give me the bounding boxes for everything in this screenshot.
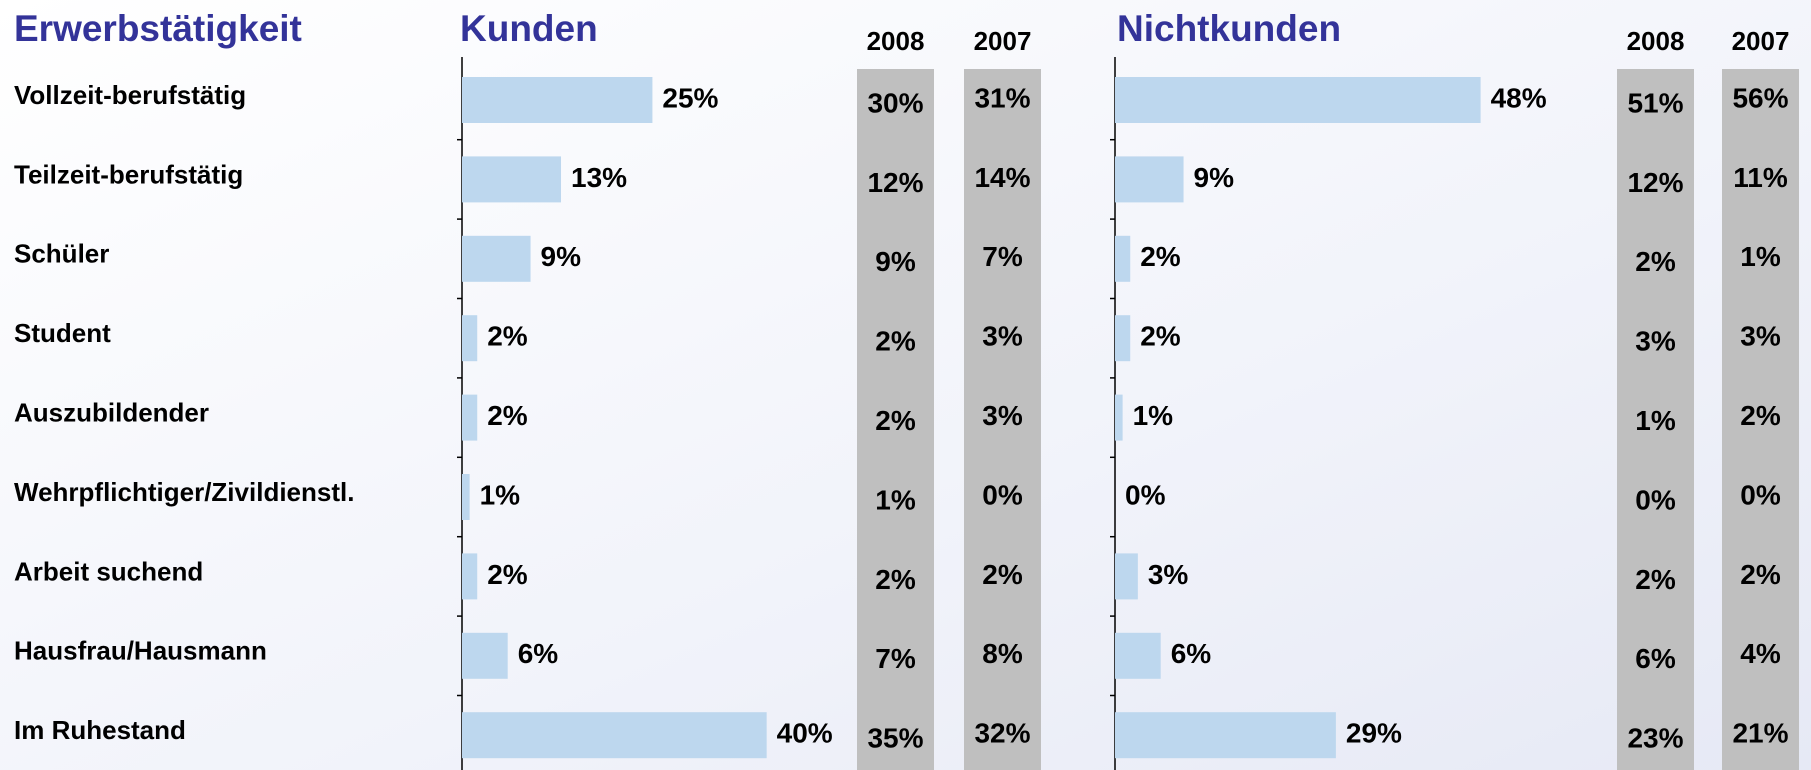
chart-title: Kunden [460, 8, 598, 49]
bar [1115, 553, 1138, 600]
row-label: Arbeit suchend [14, 556, 203, 586]
comparison-cell: 23% [1627, 723, 1683, 754]
comparison-column [1722, 69, 1799, 770]
comparison-cell: 51% [1627, 87, 1683, 118]
comparison-column [857, 69, 934, 770]
comparison-cell: 3% [982, 400, 1023, 431]
bar [462, 77, 653, 123]
bar [462, 712, 767, 759]
row-label: Teilzeit-berufstätig [14, 159, 243, 189]
row-label: Wehrpflichtiger/Zivildienstl. [14, 477, 354, 507]
comparison-cell: 3% [982, 321, 1023, 352]
row-label: Auszubildender [14, 397, 209, 427]
comparison-cell: 3% [1740, 321, 1781, 352]
row-label: Schüler [14, 239, 109, 269]
data-label: 2% [487, 559, 528, 590]
comparison-cell: 2% [875, 405, 916, 436]
comparison-cell: 12% [1627, 167, 1683, 198]
comparison-cell: 2% [875, 326, 916, 357]
comparison-cell: 1% [1635, 405, 1676, 436]
comparison-cell: 32% [974, 718, 1030, 749]
data-label: 3% [1148, 559, 1189, 590]
bar [462, 632, 508, 679]
data-label: 25% [662, 82, 718, 113]
comparison-cell: 35% [867, 723, 923, 754]
data-label: 1% [480, 479, 521, 510]
bar [1115, 156, 1184, 203]
comparison-cell: 7% [982, 241, 1023, 272]
comparison-cell: 0% [1635, 484, 1676, 515]
comparison-cell: 2% [1740, 559, 1781, 590]
comparison-column [964, 69, 1041, 770]
data-label: 0% [1125, 479, 1166, 510]
comparison-cell: 3% [1635, 326, 1676, 357]
comparison-header: 2008 [1627, 26, 1685, 56]
bar [1115, 77, 1481, 123]
bar [462, 474, 470, 520]
comparison-cell: 7% [875, 643, 916, 674]
comparison-cell: 56% [1732, 82, 1788, 113]
data-label: 6% [1171, 638, 1212, 669]
bar [462, 156, 562, 203]
data-label: 9% [541, 241, 582, 272]
comparison-cell: 4% [1740, 638, 1781, 669]
row-header: Erwerbstätigkeit [14, 8, 302, 49]
comparison-cell: 2% [1740, 400, 1781, 431]
bar [1115, 632, 1161, 679]
comparison-cell: 31% [974, 82, 1030, 113]
comparison-header: 2007 [974, 26, 1032, 56]
comparison-cell: 0% [982, 479, 1023, 510]
comparison-cell: 6% [1635, 643, 1676, 674]
comparison-cell: 8% [982, 638, 1023, 669]
comparison-cell: 2% [1635, 246, 1676, 277]
chart-title: Nichtkunden [1117, 8, 1341, 49]
bar [462, 553, 478, 600]
comparison-column [1617, 69, 1694, 770]
bar [462, 315, 478, 362]
bar [462, 235, 531, 282]
comparison-header: 2007 [1732, 26, 1790, 56]
comparison-cell: 30% [867, 87, 923, 118]
comparison-cell: 11% [1733, 162, 1788, 193]
comparison-cell: 2% [875, 564, 916, 595]
data-label: 13% [571, 162, 627, 193]
row-label: Vollzeit-berufstätig [14, 80, 246, 110]
data-label: 2% [487, 400, 528, 431]
comparison-cell: 2% [982, 559, 1023, 590]
data-label: 6% [518, 638, 559, 669]
comparison-cell: 2% [1635, 564, 1676, 595]
data-label: 2% [487, 321, 528, 352]
data-label: 2% [1140, 241, 1181, 272]
bar [1115, 712, 1336, 759]
bar [1115, 315, 1131, 362]
comparison-cell: 12% [867, 167, 923, 198]
data-label: 29% [1346, 718, 1402, 749]
data-label: 9% [1194, 162, 1235, 193]
data-label: 2% [1140, 321, 1181, 352]
data-label: 40% [777, 718, 833, 749]
row-label: Im Ruhestand [14, 715, 186, 745]
row-label: Hausfrau/Hausmann [14, 636, 267, 666]
bar [1115, 394, 1123, 441]
comparison-cell: 1% [875, 484, 916, 515]
row-label: Student [14, 318, 111, 348]
comparison-cell: 21% [1732, 718, 1788, 749]
data-label: 48% [1491, 82, 1547, 113]
comparison-header: 2008 [867, 26, 925, 56]
comparison-cell: 1% [1740, 241, 1781, 272]
bar [462, 394, 478, 441]
data-label: 1% [1133, 400, 1174, 431]
comparison-cell: 14% [974, 162, 1030, 193]
bar [1115, 235, 1131, 282]
comparison-cell: 0% [1740, 479, 1781, 510]
comparison-cell: 9% [875, 246, 916, 277]
